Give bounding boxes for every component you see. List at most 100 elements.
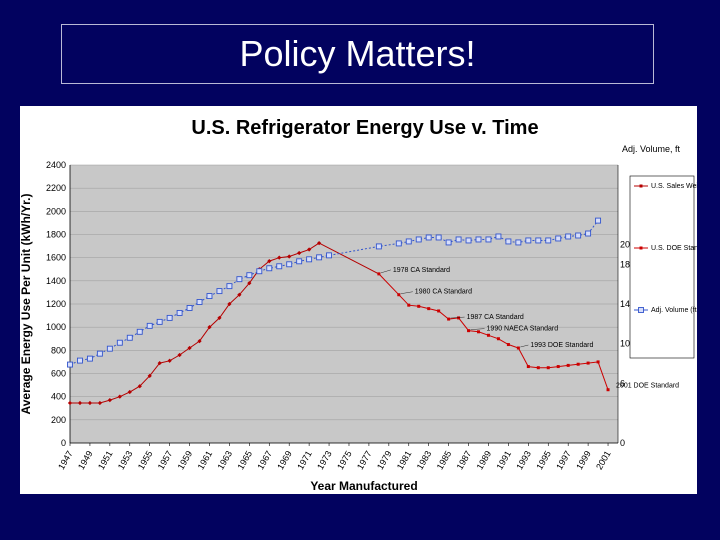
adj-volume-point bbox=[375, 243, 382, 250]
adj-volume-point bbox=[395, 240, 402, 247]
y2-tick-label: 6 bbox=[620, 378, 625, 388]
annotation-leader bbox=[380, 269, 391, 274]
weighted-average-point bbox=[187, 345, 192, 351]
adj-volume-point bbox=[565, 233, 572, 240]
adj-volume-point bbox=[425, 234, 432, 241]
x-tick-label: 1997 bbox=[554, 449, 573, 471]
x-tick-label: 1947 bbox=[56, 449, 75, 471]
x-tick-label: 1957 bbox=[156, 449, 175, 471]
adj-volume-point bbox=[415, 236, 422, 243]
y-tick-label: 2200 bbox=[46, 183, 66, 193]
x-tick-label: 2001 bbox=[594, 449, 613, 471]
legend-label: U.S. DOE Standard bbox=[651, 245, 697, 252]
x-tick-label: 1989 bbox=[475, 449, 494, 471]
adj-volume-point bbox=[106, 345, 113, 352]
weighted-average-point bbox=[177, 352, 182, 358]
adj-volume-point bbox=[186, 305, 193, 311]
adj-volume-point bbox=[595, 217, 602, 224]
x-tick-label: 1985 bbox=[435, 449, 454, 471]
weighted-average-point bbox=[237, 292, 242, 297]
doe-standard-point bbox=[606, 388, 610, 392]
adj-volume-point bbox=[136, 328, 143, 335]
doe-standard-point bbox=[397, 293, 401, 297]
x-tick-label: 1995 bbox=[534, 449, 553, 471]
doe-standard-point bbox=[467, 329, 471, 333]
doe-standard-point bbox=[536, 366, 540, 370]
x-tick-label: 1979 bbox=[375, 449, 394, 471]
weighted-average-point bbox=[316, 240, 322, 246]
weighted-average-point bbox=[217, 315, 222, 321]
adj-volume-point bbox=[525, 237, 532, 244]
x-tick-label: 1949 bbox=[76, 449, 95, 471]
adj-volume-point bbox=[166, 314, 173, 321]
adj-volume-point bbox=[67, 361, 73, 368]
weighted-average-point bbox=[167, 358, 172, 363]
annotation-label: 2001 DOE Standard bbox=[616, 383, 679, 390]
doe-standard-point bbox=[586, 361, 590, 365]
doe-standard-point bbox=[457, 316, 461, 320]
y-tick-label: 400 bbox=[51, 392, 66, 402]
adj-volume-point bbox=[116, 339, 123, 346]
adj-volume-point bbox=[246, 272, 253, 279]
y-tick-label: 200 bbox=[51, 415, 66, 425]
adj-volume-point bbox=[585, 230, 592, 237]
annotation-leader bbox=[400, 291, 413, 294]
adj-volume-point bbox=[126, 334, 133, 341]
series-line-weighted-average bbox=[70, 242, 320, 404]
doe-standard-point bbox=[526, 365, 530, 369]
doe-standard-point bbox=[407, 303, 411, 307]
annotation-leader bbox=[470, 328, 485, 330]
x-tick-label: 1955 bbox=[136, 449, 155, 471]
adj-volume-point bbox=[545, 237, 552, 244]
x-tick-label: 1969 bbox=[275, 449, 294, 471]
weighted-average-point bbox=[197, 338, 202, 344]
doe-standard-point bbox=[447, 317, 451, 321]
adj-volume-point bbox=[296, 258, 303, 265]
x-tick-label: 1971 bbox=[295, 449, 314, 471]
refrigerator-energy-chart: U.S. Refrigerator Energy Use v. Time0200… bbox=[20, 117, 697, 493]
weighted-average-point bbox=[127, 389, 132, 395]
doe-standard-point bbox=[427, 307, 431, 311]
doe-standard-point bbox=[417, 304, 421, 308]
x-tick-label: 1961 bbox=[196, 449, 215, 471]
doe-standard-point bbox=[596, 360, 600, 364]
adj-volume-point bbox=[206, 293, 213, 300]
adj-volume-point bbox=[405, 238, 412, 245]
doe-standard-point bbox=[516, 346, 520, 350]
adj-volume-point bbox=[86, 355, 93, 362]
y2-tick-label: 18 bbox=[620, 259, 630, 269]
adj-volume-point bbox=[465, 237, 472, 244]
adj-volume-point bbox=[286, 261, 293, 268]
y-tick-label: 1000 bbox=[46, 322, 66, 332]
legend-label: U.S. Sales Weighted Average bbox=[651, 183, 697, 190]
adj-volume-point bbox=[226, 283, 233, 290]
x-tick-label: 1993 bbox=[514, 449, 533, 471]
adj-volume-point bbox=[276, 263, 283, 270]
y-tick-label: 2000 bbox=[46, 206, 66, 216]
adj-volume-point bbox=[455, 236, 462, 243]
weighted-average-point bbox=[277, 255, 282, 260]
weighted-average-point bbox=[307, 247, 312, 252]
x-tick-label: 1981 bbox=[395, 449, 414, 471]
adj-volume-point bbox=[306, 256, 313, 263]
x-tick-label: 1953 bbox=[116, 449, 135, 471]
y2-tick-label: 0 bbox=[620, 438, 625, 448]
adj-volume-point bbox=[435, 234, 442, 241]
y-tick-label: 800 bbox=[51, 345, 66, 355]
y2-axis-title: Adj. Volume, ft bbox=[622, 144, 681, 154]
slide-title: Policy Matters! bbox=[61, 24, 654, 84]
adj-volume-point bbox=[96, 350, 103, 357]
x-tick-label: 1999 bbox=[574, 449, 593, 471]
adj-volume-point bbox=[146, 322, 153, 329]
adj-volume-point bbox=[445, 239, 452, 246]
x-tick-label: 1951 bbox=[96, 449, 115, 471]
annotation-label: 1987 CA Standard bbox=[467, 314, 524, 321]
y-tick-label: 1200 bbox=[46, 299, 66, 309]
adj-volume-point bbox=[266, 265, 273, 272]
doe-standard-point bbox=[477, 330, 481, 334]
adj-volume-point bbox=[505, 238, 512, 245]
x-tick-label: 1959 bbox=[176, 449, 195, 471]
x-tick-label: 1977 bbox=[355, 449, 374, 471]
legend-box bbox=[629, 175, 695, 359]
x-tick-label: 1983 bbox=[415, 449, 434, 471]
